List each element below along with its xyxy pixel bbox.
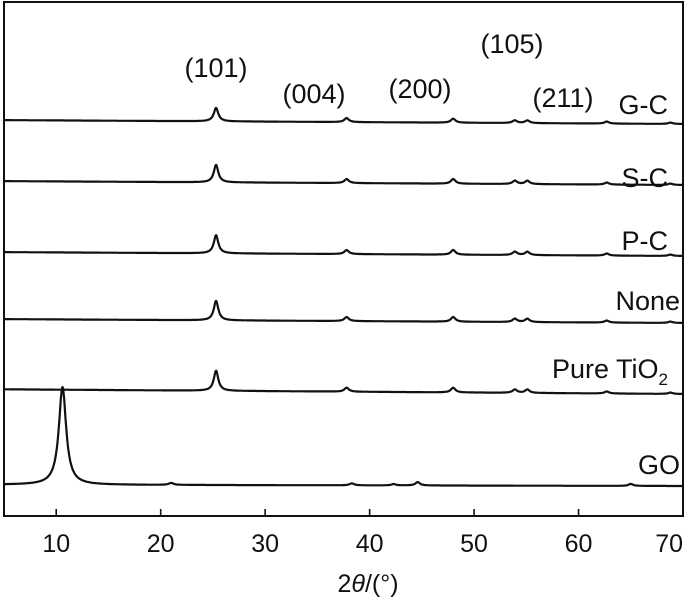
x-tick-label-60: 60 bbox=[565, 530, 593, 558]
series-label-3: P-C bbox=[622, 226, 669, 256]
series-label-5-subscript: 2 bbox=[659, 370, 668, 389]
series-label-4-text: None bbox=[615, 286, 680, 316]
x-tick-label-30: 30 bbox=[251, 530, 279, 558]
series-label-6-text: GO bbox=[638, 450, 680, 480]
series-label-4: None bbox=[615, 286, 680, 316]
series-label-1-text: G-C bbox=[619, 90, 669, 120]
series-label-1: G-C bbox=[619, 90, 669, 120]
series-label-5: Pure TiO2 bbox=[552, 354, 668, 389]
x-tick-label-40: 40 bbox=[356, 530, 384, 558]
series-line-3 bbox=[3, 234, 684, 257]
series-line-1 bbox=[3, 106, 684, 125]
series-line-6 bbox=[3, 385, 684, 488]
series-label-2-text: S-C bbox=[622, 163, 669, 193]
x-tick-label-10: 10 bbox=[42, 530, 70, 558]
peak-label-3: (200) bbox=[388, 74, 451, 104]
x-tick-label-70: 70 bbox=[655, 530, 683, 558]
x-axis-title-symbol: θ bbox=[351, 570, 365, 598]
series-line-5 bbox=[3, 369, 684, 395]
series-line-2 bbox=[3, 163, 684, 186]
peak-labels-layer: (101) (004) (200) (105) (211) bbox=[184, 29, 593, 113]
peak-label-4: (105) bbox=[480, 29, 543, 59]
series-label-5-text: Pure TiO bbox=[552, 354, 659, 384]
plot-frame bbox=[3, 1, 684, 517]
series-label-2: S-C bbox=[622, 163, 669, 193]
peak-label-1: (101) bbox=[184, 53, 247, 83]
peak-label-2: (004) bbox=[282, 79, 345, 109]
ticks-layer: 10 20 30 40 50 60 70 bbox=[42, 509, 684, 558]
series-labels-layer: G-C S-C P-C None Pure TiO2 GO bbox=[552, 90, 680, 480]
x-axis-title-prefix: 2 bbox=[337, 570, 351, 598]
series-layer bbox=[3, 106, 684, 488]
series-label-3-text: P-C bbox=[622, 226, 669, 256]
x-axis-title-suffix: /(°) bbox=[365, 570, 399, 598]
x-tick-label-50: 50 bbox=[460, 530, 488, 558]
x-axis-title: 2θ/(°) bbox=[337, 570, 398, 598]
series-line-4 bbox=[3, 299, 684, 324]
x-tick-label-20: 20 bbox=[147, 530, 175, 558]
series-label-6: GO bbox=[638, 450, 680, 480]
peak-label-5: (211) bbox=[532, 83, 593, 113]
